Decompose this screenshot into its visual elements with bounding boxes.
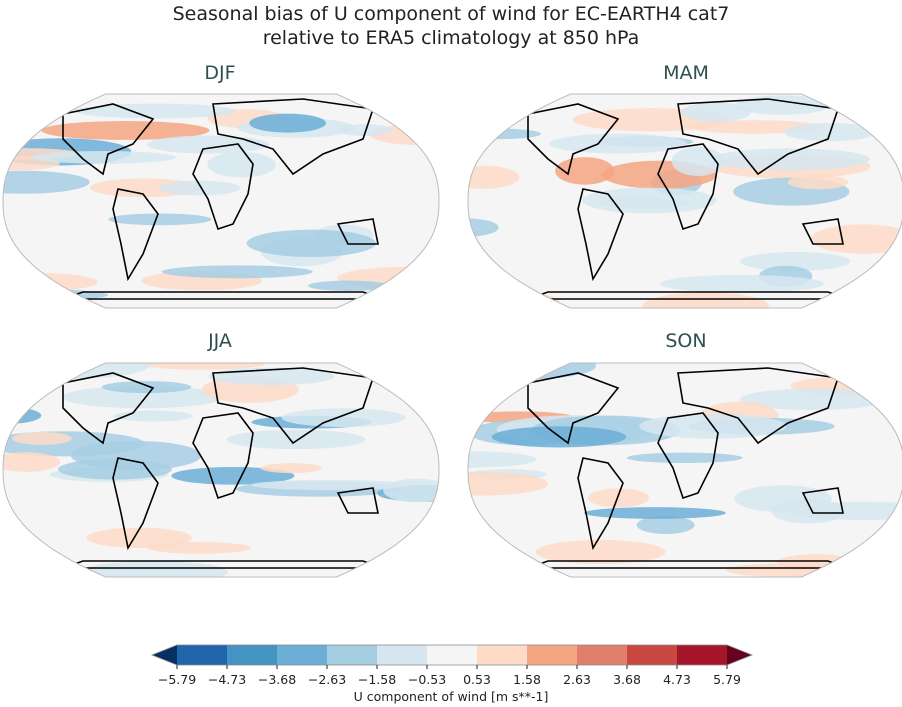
panel-title-mam: MAM (663, 62, 709, 84)
map-boundary (2, 362, 440, 578)
colorbar-bin (627, 645, 677, 665)
colorbar-label: U component of wind [m s**-1] (353, 689, 549, 704)
colorbar-tick-label: 4.73 (663, 672, 691, 687)
colorbar-extend-min (152, 645, 177, 665)
map-panel-djf (2, 93, 440, 309)
figure-title-line2: relative to ERA5 climatology at 850 hPa (262, 27, 640, 49)
colorbar-tick-label: 5.79 (713, 672, 741, 687)
colorbar-tick-label: −0.53 (407, 672, 447, 687)
colorbar-tick-label: −5.79 (157, 672, 197, 687)
colorbar-bin (427, 645, 477, 665)
map-boundary (467, 362, 902, 578)
colorbar-tick-label: −1.58 (357, 672, 397, 687)
colorbar-bin (527, 645, 577, 665)
figure-title-line1: Seasonal bias of U component of wind for… (172, 3, 730, 25)
coastlines (62, 98, 384, 300)
panel-title-son: SON (665, 330, 707, 352)
map-panel-mam (467, 93, 902, 309)
bias-field (468, 363, 902, 577)
colorbar-bin (377, 645, 427, 665)
colorbar-bin (477, 645, 527, 665)
colorbar-tick-label: 1.58 (513, 672, 541, 687)
colorbar-bin (227, 645, 277, 665)
map-panel-jja (2, 362, 440, 578)
map-boundary (2, 93, 440, 309)
colorbar-bin (677, 645, 727, 665)
map-panel-son (467, 362, 902, 578)
colorbar-tick-label: 2.63 (563, 672, 591, 687)
map-boundary (467, 93, 902, 309)
colorbar-bin (577, 645, 627, 665)
colorbar-bin (277, 645, 327, 665)
colorbar-tick-label: −4.73 (207, 672, 247, 687)
colorbar-extend-max (727, 645, 752, 665)
colorbar-tick-label: 3.68 (613, 672, 641, 687)
colorbar-tick-label: −2.63 (307, 672, 347, 687)
panel-title-djf: DJF (204, 62, 236, 84)
bias-field (3, 363, 439, 577)
colorbar-tick-label: 0.53 (463, 672, 491, 687)
colorbar-bin (327, 645, 377, 665)
panel-title-jja: JJA (208, 330, 232, 352)
colorbar-tick-label: −3.68 (257, 672, 297, 687)
colorbar-bin (177, 645, 227, 665)
colorbar (150, 644, 754, 669)
